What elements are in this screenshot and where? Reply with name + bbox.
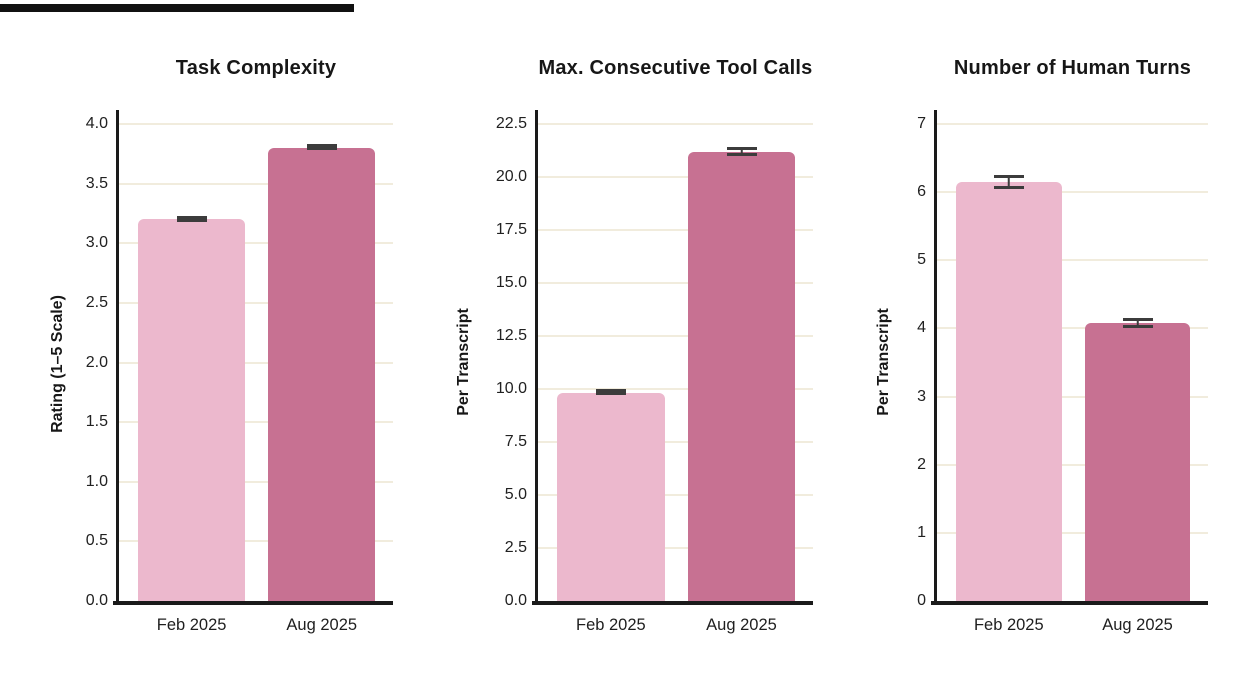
error-bar-feb-2025 (993, 175, 1024, 189)
y-tick-label: 4 (917, 319, 926, 337)
gridline (538, 176, 813, 178)
gridline (538, 441, 813, 443)
plot-area-task-complexity: 0.0 0.5 1.0 1.5 2.0 2.5 3.0 3.5 4.0 Feb 2025 Aug 2… (86, 110, 393, 634)
y-tick-label: 7 (917, 115, 926, 132)
gridline (937, 463, 1208, 466)
x-axis-line (931, 601, 1208, 605)
y-tick-label: 3.5 (85, 174, 108, 192)
y-tick-label: 15.0 (495, 274, 527, 291)
y-tick-label: 1 (917, 523, 926, 541)
y-tick-label: 17.5 (495, 221, 527, 238)
top-edge-bar (0, 4, 354, 12)
gridline (538, 123, 813, 125)
bar-feb-2025 (557, 393, 665, 601)
y-tick-label: 1.5 (85, 413, 108, 431)
gridline (937, 191, 1208, 194)
y-tick-label: 12.5 (495, 327, 527, 344)
gridline (119, 182, 393, 185)
chart-title-max-consecutive-tool-calls: Max. Consecutive Tool Calls (538, 57, 813, 79)
y-tick-label: 5 (917, 251, 926, 269)
gridline (937, 395, 1208, 398)
y-tick-label: 1.0 (85, 472, 108, 490)
x-category-label: Feb 2025 (973, 616, 1044, 634)
y-tick-label: 0.5 (85, 532, 108, 550)
chart-title-number-of-human-turns: Number of Human Turns (953, 57, 1192, 79)
gridline (119, 540, 393, 543)
y-tick-label: 7.5 (504, 433, 527, 450)
x-category-label: Feb 2025 (575, 616, 646, 634)
bar-aug-2025 (687, 151, 796, 601)
y-tick-label: 3 (917, 387, 926, 405)
gridline (937, 259, 1208, 262)
bar-feb-2025 (138, 219, 246, 601)
y-tick-label: 10.0 (495, 380, 527, 397)
x-axis-line (113, 601, 393, 605)
y-axis-line (934, 110, 937, 605)
x-category-label: Aug 2025 (706, 616, 777, 634)
gridline (538, 388, 813, 390)
y-tick-label: 6 (917, 183, 926, 201)
y-tick-label: 0.0 (504, 592, 527, 609)
gridline (119, 480, 393, 483)
x-category-label: Feb 2025 (156, 616, 227, 634)
x-category-label: Aug 2025 (286, 616, 358, 634)
bar-aug-2025 (268, 147, 376, 601)
y-axis-line (535, 110, 538, 605)
gridline (538, 282, 813, 284)
bar-aug-2025 (1084, 322, 1191, 601)
gridline (119, 361, 393, 364)
y-tick-label: 2.5 (504, 539, 527, 556)
gridline (119, 123, 393, 125)
y-tick-label: 22.5 (495, 115, 527, 132)
gridline (937, 327, 1208, 330)
y-tick-label: 0 (917, 592, 926, 609)
y-tick-label: 3.0 (85, 234, 108, 252)
y-axis-label-per-transcript-tools: Per Transcript (455, 308, 472, 416)
y-tick-label: 4.0 (85, 115, 108, 132)
chart-title-task-complexity: Task Complexity (175, 57, 337, 79)
y-tick-label: 2.5 (85, 293, 108, 311)
y-tick-label: 2 (917, 455, 926, 473)
gridline (538, 335, 813, 337)
y-tick-label: 20.0 (495, 168, 527, 185)
y-tick-label: 5.0 (504, 486, 527, 503)
gridline (119, 421, 393, 424)
error-bar-aug-2025 (1122, 318, 1153, 328)
x-category-label: Aug 2025 (1102, 616, 1173, 634)
error-bar-feb-2025 (176, 215, 207, 222)
plot-area-number-of-human-turns: 0 1 2 3 4 5 6 7 Feb 2025 Aug 2025 (917, 110, 1208, 634)
error-bar-aug-2025 (726, 147, 757, 156)
gridline (937, 123, 1208, 125)
error-bar-aug-2025 (306, 144, 337, 151)
gridline (538, 229, 813, 231)
gridline (538, 547, 813, 549)
plot-area-max-consecutive-tool-calls: 0.0 2.5 5.0 7.5 10.0 12.5 15.0 17.5 20.0 22.5 Feb … (496, 110, 813, 634)
gridline (937, 531, 1208, 534)
error-bar-feb-2025 (595, 389, 626, 396)
gridline (119, 301, 393, 304)
gridline (538, 494, 813, 496)
x-axis-line (532, 601, 813, 605)
gridline (119, 242, 393, 245)
bar-feb-2025 (955, 181, 1062, 601)
y-tick-label: 0.0 (85, 592, 108, 609)
y-axis-line (116, 110, 119, 605)
y-tick-label: 2.0 (85, 353, 108, 371)
